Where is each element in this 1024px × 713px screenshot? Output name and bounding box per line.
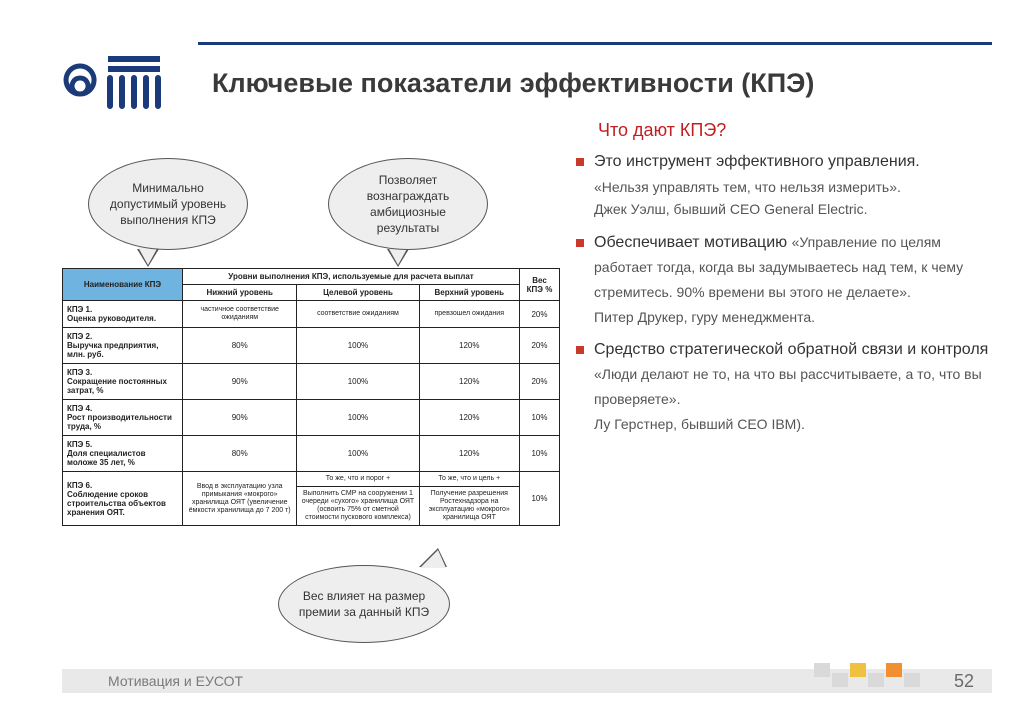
table-row: КПЭ 2.Выручка предприятия, млн. руб. 80%… — [63, 328, 560, 364]
cell-target: 100% — [297, 436, 419, 472]
footer-text: Мотивация и ЕУСОТ — [108, 673, 243, 689]
cell-weight: 10% — [520, 400, 560, 436]
table-row: КПЭ 3.Сокращение постоянных затрат, % 90… — [63, 364, 560, 400]
table-row: КПЭ 5.Доля специалистов моложе 35 лет, %… — [63, 436, 560, 472]
cell-weight: 20% — [520, 301, 560, 328]
cell-high: Получение разрешения Ростехнадзора на эк… — [419, 487, 519, 526]
cell-target: 100% — [297, 400, 419, 436]
cell-high: превзошел ожидания — [419, 301, 519, 328]
cell-weight: 20% — [520, 364, 560, 400]
right-content: Это инструмент эффективного управления. … — [576, 150, 992, 446]
cell-target: 100% — [297, 328, 419, 364]
footer-square-icon — [904, 673, 920, 687]
footer-square-icon — [814, 663, 830, 677]
cell-name: КПЭ 6.Соблюдение сроков строительства об… — [63, 472, 183, 526]
page-subtitle: Что дают КПЭ? — [598, 120, 726, 141]
th-levels-group: Уровни выполнения КПЭ, используемые для … — [183, 269, 520, 285]
cell-low: 90% — [183, 364, 297, 400]
cell-high: 120% — [419, 436, 519, 472]
brand-logo — [62, 48, 167, 110]
bullet-author: Джек Уэлш, бывший CEO General Electric. — [594, 201, 868, 217]
kpi-table: Наименование КПЭ Уровни выполнения КПЭ, … — [62, 268, 560, 526]
cell-low: 80% — [183, 436, 297, 472]
cell-name: КПЭ 2.Выручка предприятия, млн. руб. — [63, 328, 183, 364]
th-target: Целевой уровень — [297, 285, 419, 301]
cell-low: 80% — [183, 328, 297, 364]
th-low: Нижний уровень — [183, 285, 297, 301]
header-rule — [198, 42, 992, 45]
th-weight: Вес КПЭ % — [520, 269, 560, 301]
th-name: Наименование КПЭ — [63, 269, 183, 301]
cell-weight: 10% — [520, 472, 560, 526]
slide-footer: Мотивация и ЕУСОТ 52 — [0, 661, 1024, 695]
table-row: КПЭ 4.Рост производительности труда, % 9… — [63, 400, 560, 436]
bullet-quote: «Люди делают не то, на что вы рассчитыва… — [594, 366, 982, 407]
callout-reward: Позволяет вознаграждать амбициозные резу… — [328, 158, 488, 250]
bullet-author: Питер Друкер, гуру менеджмента. — [594, 309, 815, 325]
callout-min-level: Минимально допустимый уровень выполнения… — [88, 158, 248, 250]
cell-target-sub: То же, что и порог + — [297, 472, 419, 487]
cell-name: КПЭ 1.Оценка руководителя. — [63, 301, 183, 328]
cell-high-sub: То же, что и цель + — [419, 472, 519, 487]
page-number: 52 — [954, 671, 974, 692]
cell-weight: 10% — [520, 436, 560, 472]
footer-squares-icon — [812, 663, 920, 677]
cell-low: 90% — [183, 400, 297, 436]
bullet-lead: Обеспечивает мотивацию — [594, 234, 787, 251]
callout-tail — [138, 247, 158, 265]
cell-name: КПЭ 4.Рост производительности труда, % — [63, 400, 183, 436]
bullet-item: Средство стратегической обратной связи и… — [576, 338, 992, 437]
cell-target: соответствие ожиданиям — [297, 301, 419, 328]
bullet-item: Обеспечивает мотивацию «Управление по це… — [576, 231, 992, 330]
page-title: Ключевые показатели эффективности (КПЭ) — [212, 68, 814, 99]
bullet-lead: Средство стратегической обратной связи и… — [594, 341, 988, 358]
bullet-author: Лу Герстнер, бывший CEO IBM). — [594, 416, 805, 432]
callout-tail — [420, 550, 446, 568]
table-row: КПЭ 6.Соблюдение сроков строительства об… — [63, 472, 560, 487]
table-row: КПЭ 1.Оценка руководителя. частичное соо… — [63, 301, 560, 328]
th-high: Верхний уровень — [419, 285, 519, 301]
cell-low: Ввод в эксплуатацию узла примыкания «мок… — [183, 472, 297, 526]
cell-target: Выполнить СМР на сооружении 1 очереди «с… — [297, 487, 419, 526]
bullet-quote: «Нельзя управлять тем, что нельзя измери… — [594, 177, 992, 199]
footer-square-icon — [868, 673, 884, 687]
footer-square-icon — [850, 663, 866, 677]
cell-high: 120% — [419, 364, 519, 400]
cell-low: частичное соответствие ожиданиям — [183, 301, 297, 328]
bullet-lead: Это инструмент эффективного управления. — [594, 153, 920, 170]
cell-weight: 20% — [520, 328, 560, 364]
cell-high: 120% — [419, 400, 519, 436]
cell-target: 100% — [297, 364, 419, 400]
callout-weight: Вес влияет на размер премии за данный КП… — [278, 565, 450, 643]
footer-square-icon — [832, 673, 848, 687]
bullet-item: Это инструмент эффективного управления. … — [576, 150, 992, 223]
cell-high: 120% — [419, 328, 519, 364]
cell-name: КПЭ 5.Доля специалистов моложе 35 лет, % — [63, 436, 183, 472]
footer-square-icon — [886, 663, 902, 677]
cell-name: КПЭ 3.Сокращение постоянных затрат, % — [63, 364, 183, 400]
